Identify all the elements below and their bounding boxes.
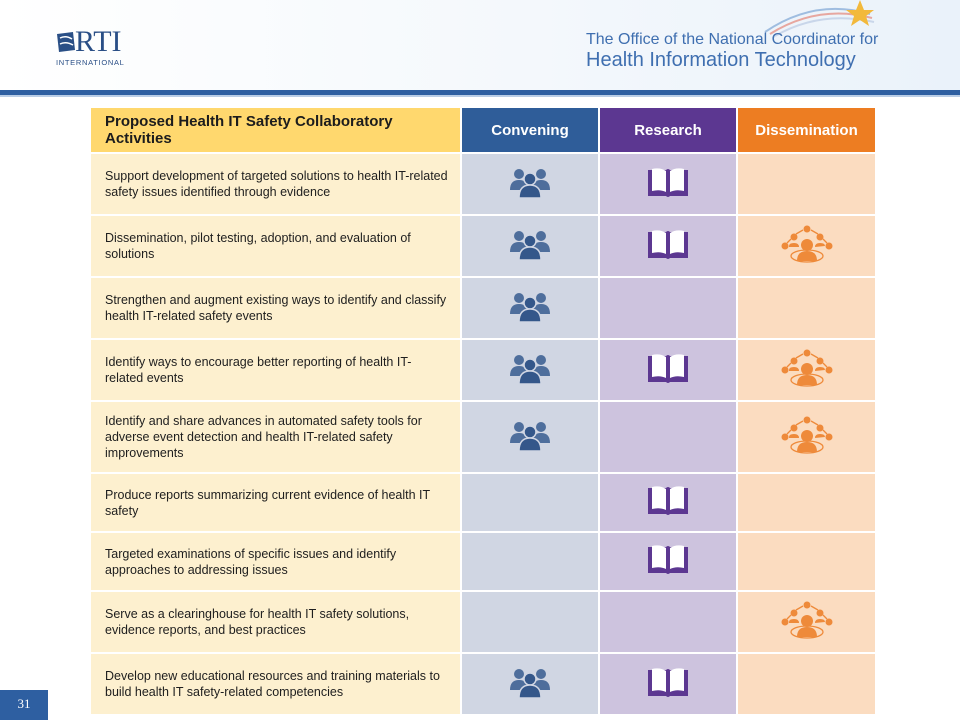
dissemination-cell [738, 474, 875, 531]
research-cell [600, 216, 736, 276]
research-cell [600, 278, 736, 338]
convening-cell [462, 216, 598, 276]
dissemination-cell [738, 533, 875, 590]
research-cell [600, 474, 736, 531]
table-row: Support development of targeted solution… [91, 154, 875, 214]
table-row: Develop new educational resources and tr… [91, 654, 875, 714]
convening-cell [462, 654, 598, 714]
people-group-icon [508, 350, 552, 391]
rti-globe-icon [57, 32, 75, 52]
activity-cell: Support development of targeted solution… [91, 154, 460, 214]
convening-cell [462, 278, 598, 338]
header-divider-light [0, 95, 960, 97]
table-row: Targeted examinations of specific issues… [91, 533, 875, 590]
onc-swoosh-star-icon [764, 0, 875, 37]
table-row: Dissemination, pilot testing, adoption, … [91, 216, 875, 276]
network-people-icon [777, 224, 837, 269]
open-book-icon [644, 164, 692, 205]
open-book-icon [644, 226, 692, 267]
network-people-icon [777, 600, 837, 645]
table-header-row: Proposed Health IT Safety Collaboratory … [91, 108, 875, 152]
people-group-icon [508, 226, 552, 267]
people-group-icon [508, 417, 552, 458]
activity-cell: Identify and share advances in automated… [91, 402, 460, 472]
people-group-icon [508, 164, 552, 205]
research-cell [600, 533, 736, 590]
table-row: Strengthen and augment existing ways to … [91, 278, 875, 338]
header-activities: Proposed Health IT Safety Collaboratory … [91, 108, 460, 152]
rti-logo-text: RTI [75, 25, 122, 58]
research-cell [600, 592, 736, 652]
research-cell [600, 340, 736, 400]
rti-logo-subtext: INTERNATIONAL [56, 58, 125, 67]
header-divider [0, 90, 960, 95]
activity-cell: Targeted examinations of specific issues… [91, 533, 460, 590]
open-book-icon [644, 482, 692, 523]
network-people-icon [777, 415, 837, 460]
onc-logo-line2: Health Information Technology [586, 49, 856, 71]
dissemination-cell [738, 402, 875, 472]
activities-table: Proposed Health IT Safety Collaboratory … [89, 106, 877, 716]
header-convening: Convening [462, 108, 598, 152]
dissemination-cell [738, 154, 875, 214]
research-cell [600, 154, 736, 214]
convening-cell [462, 402, 598, 472]
network-people-icon [777, 348, 837, 393]
convening-cell [462, 474, 598, 531]
open-book-icon [644, 541, 692, 582]
open-book-icon [644, 350, 692, 391]
convening-cell [462, 533, 598, 590]
table-row: Identify and share advances in automated… [91, 402, 875, 472]
activity-cell: Produce reports summarizing current evid… [91, 474, 460, 531]
convening-cell [462, 592, 598, 652]
activity-cell: Develop new educational resources and tr… [91, 654, 460, 714]
header-research: Research [600, 108, 736, 152]
activities-table-container: Proposed Health IT Safety Collaboratory … [89, 106, 877, 716]
page-number: 31 [0, 690, 48, 720]
people-group-icon [508, 664, 552, 705]
research-cell [600, 402, 736, 472]
onc-logo-line1: The Office of the National Coordinator f… [586, 31, 879, 48]
dissemination-cell [738, 278, 875, 338]
activity-cell: Dissemination, pilot testing, adoption, … [91, 216, 460, 276]
open-book-icon [644, 664, 692, 705]
dissemination-cell [738, 592, 875, 652]
convening-cell [462, 340, 598, 400]
header-dissemination: Dissemination [738, 108, 875, 152]
activity-cell: Identify ways to encourage better report… [91, 340, 460, 400]
table-row: Identify ways to encourage better report… [91, 340, 875, 400]
onc-logo: The Office of the National Coordinator f… [586, 30, 886, 75]
activity-cell: Strengthen and augment existing ways to … [91, 278, 460, 338]
research-cell [600, 654, 736, 714]
dissemination-cell [738, 654, 875, 714]
people-group-icon [508, 288, 552, 329]
rti-logo: RTI INTERNATIONAL [55, 25, 150, 70]
table-row: Serve as a clearinghouse for health IT s… [91, 592, 875, 652]
convening-cell [462, 154, 598, 214]
table-row: Produce reports summarizing current evid… [91, 474, 875, 531]
activity-cell: Serve as a clearinghouse for health IT s… [91, 592, 460, 652]
dissemination-cell [738, 216, 875, 276]
dissemination-cell [738, 340, 875, 400]
